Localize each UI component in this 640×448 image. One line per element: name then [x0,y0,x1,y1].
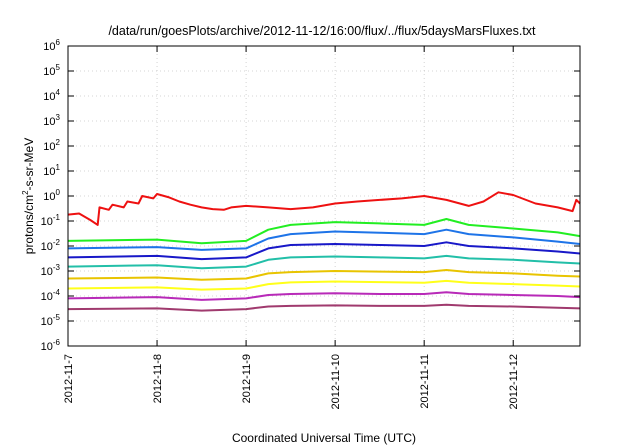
series-lines [67,191,581,312]
y-axis-label: protons/cm2-s-sr-MeV [21,138,36,254]
y-tick-label: 10-5 [41,313,61,328]
series-line [67,291,581,301]
x-tick-label: 2012-11-10 [330,354,342,409]
y-tick-label: 103 [43,113,60,128]
series-line [67,303,581,312]
x-axis: 2012-11-7 2012-11-8 2012-11-9 2012-11-10 201… [63,46,520,409]
y-tick-label: 10-1 [41,213,61,228]
y-axis-label-sup: 2 [21,190,30,195]
y-tick-label: 102 [43,138,60,153]
y-tick-label: 106 [43,38,60,53]
series-line [67,279,581,291]
y-tick-label: 10-2 [41,238,61,253]
series-line [67,228,581,251]
series-line [67,269,581,281]
x-tick-label: 2012-11-11 [419,354,431,409]
series-line [67,218,581,245]
x-tick-label: 2012-11-9 [241,354,253,403]
y-axis-label-pre: protons/cm [22,195,36,254]
series-line [67,254,581,270]
y-axis: 10-6 10-5 10-4 10-3 10-2 10-1 100 101 102 103 104 1… [41,38,580,353]
series-line [67,191,581,226]
x-tick-label: 2012-11-7 [63,354,75,403]
chart-title: /data/run/goesPlots/archive/2012-11-12/1… [108,24,536,38]
y-tick-label: 104 [43,88,60,103]
series-line [67,241,581,261]
y-axis-label-post: -s-sr-MeV [22,138,36,191]
x-tick-label: 2012-11-12 [508,354,520,409]
y-tick-label: 10-3 [41,263,61,278]
y-tick-label: 10-6 [41,338,61,353]
y-tick-label: 100 [43,188,60,203]
x-axis-label: Coordinated Universal Time (UTC) [232,431,416,445]
y-tick-label: 101 [43,163,60,178]
y-tick-label: 105 [43,63,60,78]
x-tick-label: 2012-11-8 [152,354,164,403]
y-tick-label: 10-4 [41,288,61,303]
